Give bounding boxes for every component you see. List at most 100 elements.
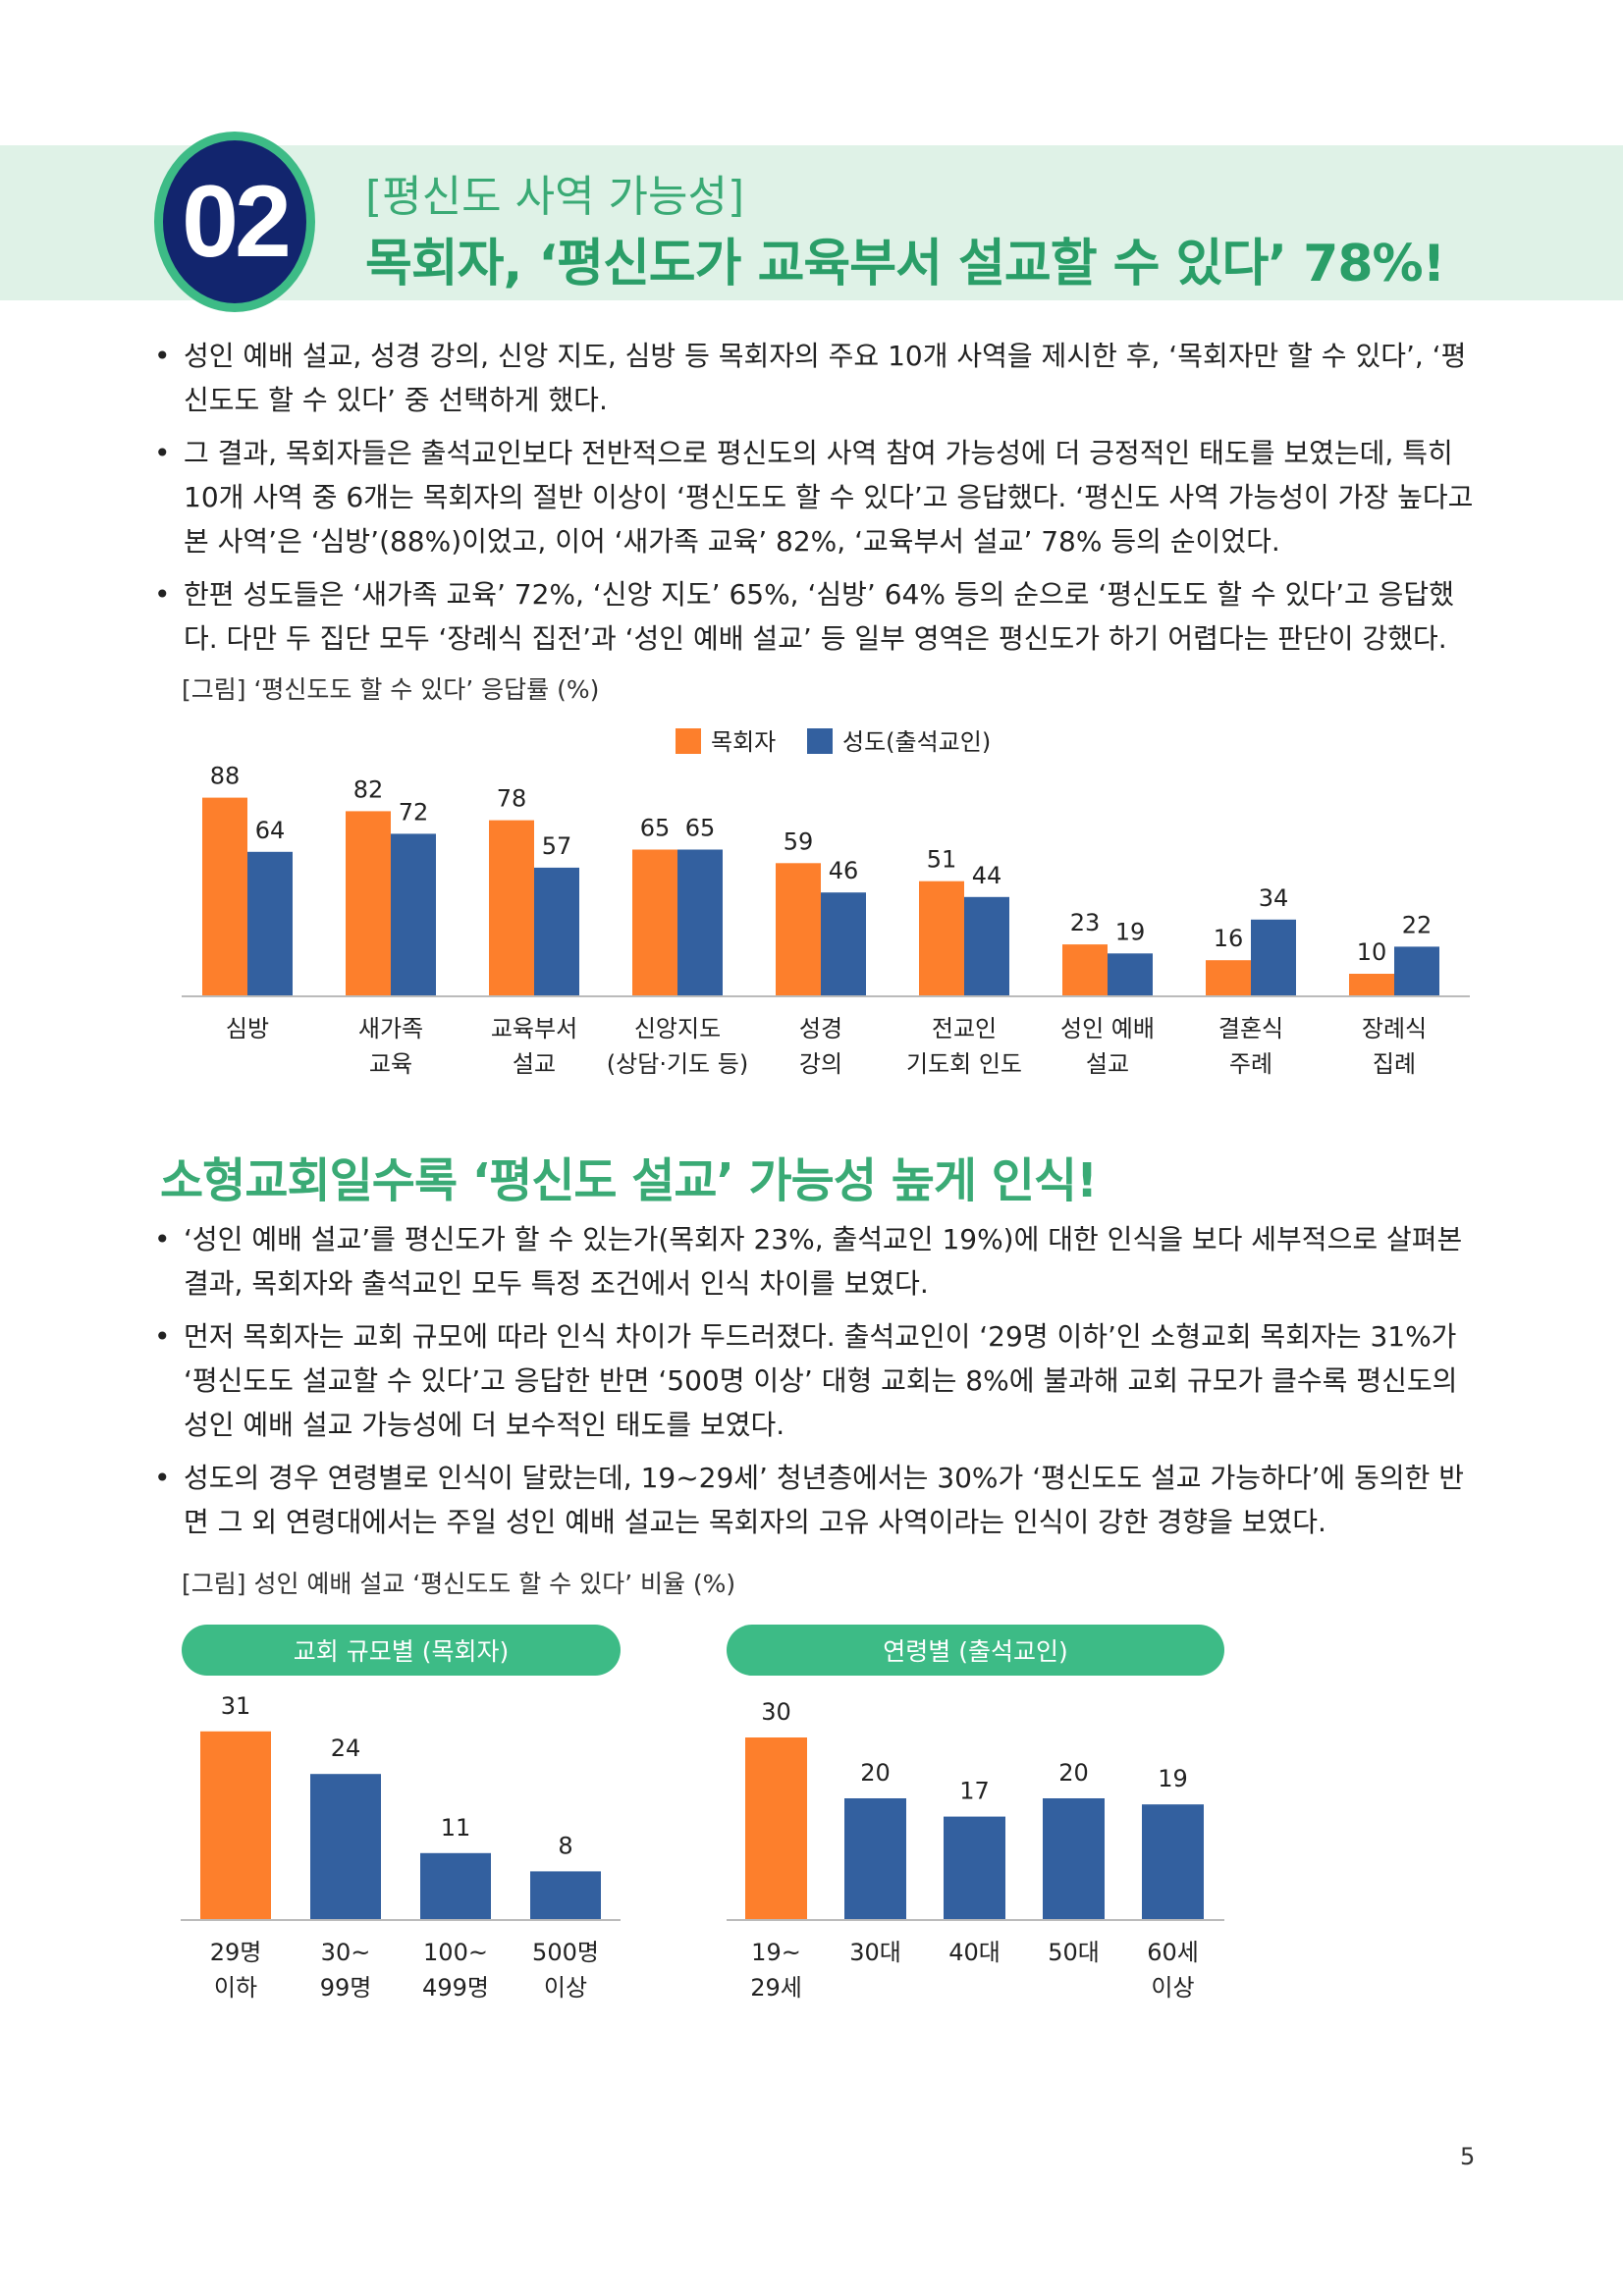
legend-label: 목회자 xyxy=(711,728,776,756)
bar xyxy=(1349,974,1394,996)
category-label: 설교 xyxy=(513,1050,556,1078)
bar xyxy=(776,863,821,996)
category-label: 29세 xyxy=(750,1974,802,2002)
bullet-item: 성인 예배 설교, 성경 강의, 신앙 지도, 심방 등 목회자의 주요 10개… xyxy=(152,334,1478,422)
subsection-title: 소형교회일수록 ‘평신도 설교’ 가능성 높게 인식! xyxy=(160,1153,1098,1208)
age-group-pill: 연령별 (출석교인) xyxy=(727,1625,1224,1676)
bar xyxy=(200,1731,271,1920)
bar xyxy=(310,1774,381,1920)
bar xyxy=(530,1871,601,1920)
category-label: 60세 xyxy=(1147,1939,1199,1966)
legend-swatch xyxy=(676,728,701,754)
bar xyxy=(677,849,723,996)
bar xyxy=(1062,944,1108,996)
data-label: 51 xyxy=(927,846,957,874)
section1-bullets: 성인 예배 설교, 성경 강의, 신앙 지도, 심방 등 목회자의 주요 10개… xyxy=(152,334,1478,669)
category-label: 결혼식 xyxy=(1218,1015,1283,1042)
data-label: 20 xyxy=(1058,1759,1089,1787)
category-label: 기도회 인도 xyxy=(906,1050,1022,1078)
bullet-item: 한편 성도들은 ‘새가족 교육’ 72%, ‘신앙 지도’ 65%, ‘심방’ … xyxy=(152,572,1478,661)
category-label: 강의 xyxy=(799,1050,842,1078)
category-label: 이하 xyxy=(214,1974,257,2002)
figure1-caption: [그림] ‘평신도도 할 수 있다’ 응답률 (%) xyxy=(182,675,600,704)
category-label: 30~ xyxy=(321,1939,371,1966)
figure2-caption: [그림] 성인 예배 설교 ‘평신도도 할 수 있다’ 비율 (%) xyxy=(182,1570,736,1598)
category-label: 19~ xyxy=(751,1939,801,1966)
category-label: 교육부서 xyxy=(491,1015,577,1042)
data-label: 72 xyxy=(399,798,429,826)
category-label: 성경 xyxy=(799,1015,842,1042)
category-label: 500명 xyxy=(532,1939,599,1966)
data-label: 44 xyxy=(972,862,1002,889)
bar xyxy=(944,1816,1005,1920)
data-label: 24 xyxy=(331,1735,361,1762)
data-label: 59 xyxy=(784,828,814,855)
bar xyxy=(821,892,866,996)
category-label: 29명 xyxy=(210,1939,262,1966)
data-label: 82 xyxy=(353,775,384,803)
data-label: 30 xyxy=(761,1698,791,1726)
data-label: 31 xyxy=(221,1692,251,1720)
category-label: 집례 xyxy=(1373,1050,1416,1078)
category-label: 교육 xyxy=(369,1050,412,1078)
bar xyxy=(1251,919,1296,996)
bar xyxy=(202,797,247,996)
section-number: 02 xyxy=(182,164,292,279)
bar xyxy=(1394,946,1439,996)
bar xyxy=(745,1737,807,1920)
bar xyxy=(1206,960,1251,996)
data-label: 22 xyxy=(1402,911,1433,938)
category-label: 100~ xyxy=(423,1939,488,1966)
bar xyxy=(919,881,964,996)
bar xyxy=(346,811,391,996)
category-label: 30대 xyxy=(849,1939,901,1966)
data-label: 23 xyxy=(1070,909,1101,936)
bar xyxy=(1142,1804,1204,1920)
data-label: 65 xyxy=(685,815,716,842)
category-label: 성인 예배 xyxy=(1060,1015,1155,1042)
data-label: 65 xyxy=(640,815,671,842)
data-label: 57 xyxy=(542,832,572,860)
data-label: 10 xyxy=(1357,938,1387,966)
category-label: 장례식 xyxy=(1362,1015,1427,1042)
category-label: 주례 xyxy=(1229,1050,1272,1078)
category-label: 499명 xyxy=(422,1974,489,2002)
category-label: 새가족 xyxy=(358,1015,423,1042)
category-label: 40대 xyxy=(948,1939,1001,1966)
section-number-badge: 02 xyxy=(154,132,315,312)
bar xyxy=(844,1798,906,1920)
data-label: 16 xyxy=(1214,925,1244,952)
bar xyxy=(489,820,534,996)
page-number: 5 xyxy=(1460,2143,1476,2170)
bar xyxy=(964,896,1009,996)
section2-bullets: ‘성인 예배 설교’를 평신도가 할 수 있는가(목회자 23%, 출석교인 1… xyxy=(152,1217,1478,1553)
category-label: 설교 xyxy=(1086,1050,1129,1078)
data-label: 8 xyxy=(558,1832,572,1859)
category-label: 전교인 xyxy=(932,1015,997,1042)
bar xyxy=(247,851,293,996)
category-label: 이상 xyxy=(1151,1974,1194,2002)
data-label: 78 xyxy=(497,785,527,813)
section-title: 목회자, ‘평신도가 교육부서 설교할 수 있다’ 78%! xyxy=(365,235,1445,294)
legend-label: 성도(출석교인) xyxy=(842,728,991,756)
bar xyxy=(632,849,677,996)
data-label: 20 xyxy=(860,1759,891,1787)
category-label: 이상 xyxy=(544,1974,587,2002)
bullet-item: 성도의 경우 연령별로 인식이 달랐는데, 19~29세’ 청년층에서는 30%… xyxy=(152,1456,1478,1544)
category-label: 99명 xyxy=(320,1974,372,2002)
legend-swatch xyxy=(807,728,833,754)
data-label: 34 xyxy=(1259,884,1289,912)
bar xyxy=(420,1852,491,1920)
bar xyxy=(1108,953,1153,996)
category-label: 신앙지도 xyxy=(634,1015,721,1042)
data-label: 19 xyxy=(1115,918,1146,945)
category-label: 심방 xyxy=(226,1015,269,1042)
category-label: 50대 xyxy=(1048,1939,1100,1966)
data-label: 46 xyxy=(829,857,859,884)
category-label: (상담·기도 등) xyxy=(607,1050,748,1078)
data-label: 88 xyxy=(210,763,241,790)
bar xyxy=(391,833,436,996)
